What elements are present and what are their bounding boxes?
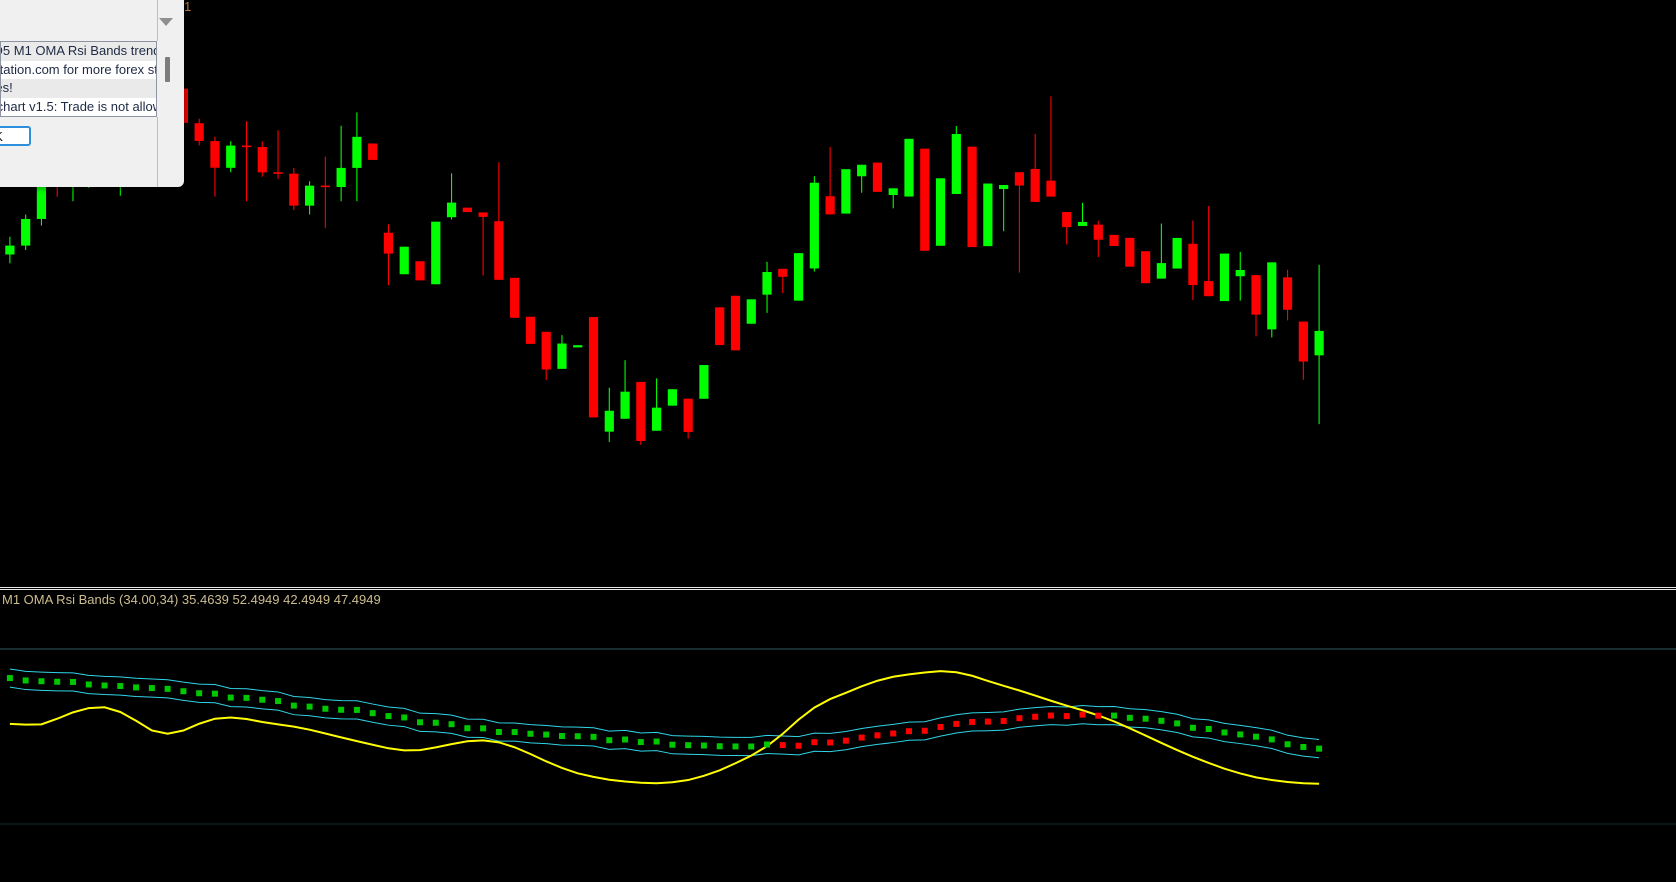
svg-text:M1 OMA Rsi Bands (34.00,34) 35: M1 OMA Rsi Bands (34.00,34) 35.4639 52.4… xyxy=(2,592,381,607)
svg-text:1: 1 xyxy=(184,0,191,14)
